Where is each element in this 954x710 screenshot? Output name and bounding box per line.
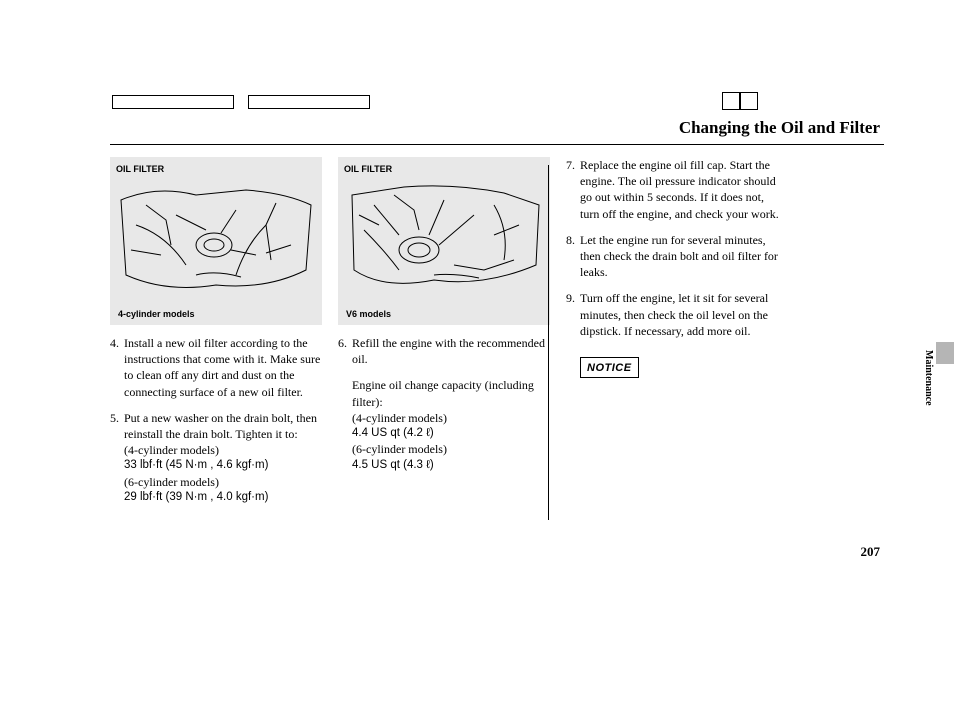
step-text: Put a new washer on the drain bolt, then… — [124, 411, 317, 441]
figure-label: OIL FILTER — [344, 163, 544, 175]
figure-label: OIL FILTER — [116, 163, 316, 175]
step-text: Install a new oil filter according to th… — [124, 336, 320, 399]
figure-4cyl: OIL FILTER 4-cylinder models — [110, 157, 322, 325]
header-placeholder-boxes — [112, 95, 370, 109]
notice-label: NOTICE — [587, 362, 632, 374]
step-number: 6. — [338, 335, 347, 351]
placeholder-box — [740, 92, 758, 110]
notice-box: NOTICE — [580, 357, 639, 378]
page-number: 207 — [861, 544, 881, 560]
capacity-4cyl-value: 4.4 US qt (4.2 ℓ) — [352, 426, 550, 442]
section-label: Maintenance — [923, 350, 934, 406]
capacity-4cyl-label: (4-cylinder models) — [352, 410, 550, 426]
step-number: 9. — [566, 290, 575, 306]
step-text: Let the engine run for several minutes, … — [580, 233, 778, 279]
capacity-6cyl-label: (6-cylinder models) — [352, 441, 550, 457]
step-number: 5. — [110, 410, 119, 426]
step-4: 4. Install a new oil filter according to… — [110, 335, 322, 400]
column-3: 7. Replace the engine oil fill cap. Star… — [566, 157, 784, 516]
oil-capacity-block: Engine oil change capacity (including fi… — [338, 377, 550, 473]
torque-6cyl-label: (6-cylinder models) — [124, 474, 322, 490]
step-number: 7. — [566, 157, 575, 173]
placeholder-box — [248, 95, 370, 109]
figure-caption: 4-cylinder models — [118, 308, 195, 320]
step-text: Refill the engine with the recom­mended … — [352, 336, 545, 366]
column-2: OIL FILTER V6 models 6. Refill the engin… — [338, 157, 550, 516]
step-7: 7. Replace the engine oil fill cap. Star… — [566, 157, 784, 222]
torque-4cyl-label: (4-cylinder models) — [124, 442, 322, 458]
step-text: Replace the engine oil fill cap. Start t… — [580, 158, 779, 221]
torque-4cyl-value: 33 lbf·ft (45 N·m , 4.6 kgf·m) — [124, 458, 322, 474]
column-divider — [548, 165, 549, 520]
oil-filter-diagram-4cyl — [116, 175, 316, 305]
figure-caption: V6 models — [346, 308, 391, 320]
placeholder-box — [112, 95, 234, 109]
step-8: 8. Let the engine run for several minute… — [566, 232, 784, 281]
step-9: 9. Turn off the engine, let it sit for s… — [566, 290, 784, 339]
step-number: 4. — [110, 335, 119, 351]
oil-filter-diagram-v6 — [344, 175, 544, 305]
corner-placeholder-boxes — [722, 92, 758, 110]
step-6: 6. Refill the engine with the recom­mend… — [338, 335, 550, 367]
content-columns: OIL FILTER 4-cylinder models 4. Install … — [110, 157, 884, 516]
column-1: OIL FILTER 4-cylinder models 4. Install … — [110, 157, 322, 516]
step-number: 8. — [566, 232, 575, 248]
capacity-6cyl-value: 4.5 US qt (4.3 ℓ) — [352, 458, 550, 474]
figure-v6: OIL FILTER V6 models — [338, 157, 550, 325]
placeholder-box — [722, 92, 740, 110]
torque-6cyl-value: 29 lbf·ft (39 N·m , 4.0 kgf·m) — [124, 490, 322, 506]
section-tab — [936, 342, 954, 364]
step-text: Turn off the engine, let it sit for seve… — [580, 291, 768, 337]
capacity-intro: Engine oil change capacity (including fi… — [352, 377, 550, 409]
step-5: 5. Put a new washer on the drain bolt, t… — [110, 410, 322, 506]
page-title: Changing the Oil and Filter — [110, 118, 884, 145]
